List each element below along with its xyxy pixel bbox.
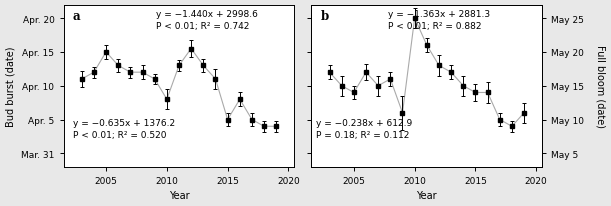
Y-axis label: Bud burst (date): Bud burst (date)	[5, 46, 15, 126]
Y-axis label: Full bloom (date): Full bloom (date)	[596, 45, 606, 128]
Text: y = −1.363x + 2881.3
P < 0.01; R² = 0.882: y = −1.363x + 2881.3 P < 0.01; R² = 0.88…	[387, 10, 489, 31]
Text: y = −0.635x + 1376.2
P < 0.01; R² = 0.520: y = −0.635x + 1376.2 P < 0.01; R² = 0.52…	[73, 119, 175, 139]
Text: b: b	[321, 10, 329, 23]
X-axis label: Year: Year	[169, 191, 189, 200]
X-axis label: Year: Year	[417, 191, 437, 200]
Text: y = −1.440x + 2998.6
P < 0.01; R² = 0.742: y = −1.440x + 2998.6 P < 0.01; R² = 0.74…	[156, 10, 258, 31]
Text: y = −0.238x + 612.9
P = 0.18; R² = 0.112: y = −0.238x + 612.9 P = 0.18; R² = 0.112	[316, 119, 412, 139]
Text: a: a	[73, 10, 81, 23]
